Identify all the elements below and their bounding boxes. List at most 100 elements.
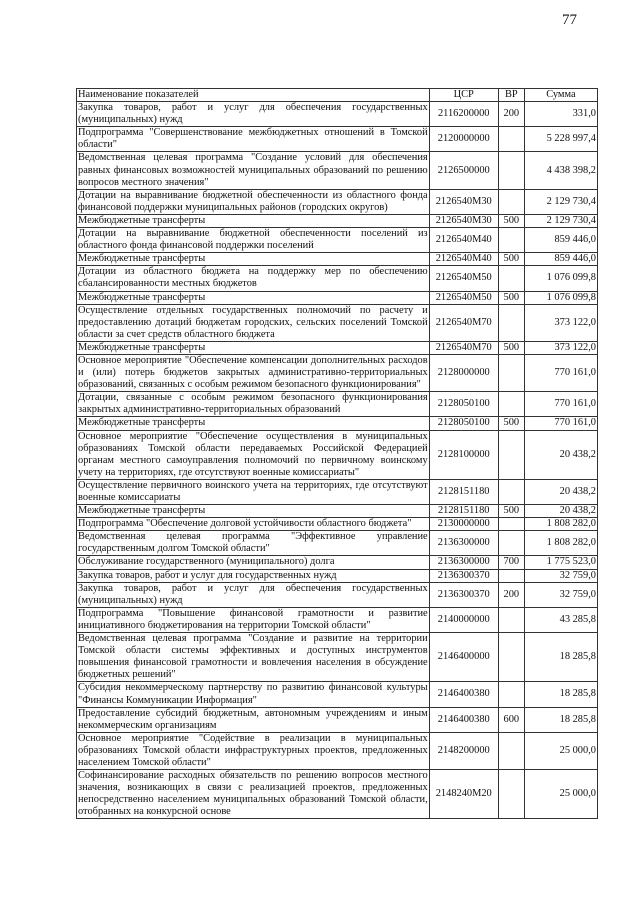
cell-vr <box>497 188 525 215</box>
table-row: Межбюджетные трансферты 2126540M30 500 2 12… <box>76 213 599 229</box>
cell-name: Подпрограмма "Повышение финансовой грамо… <box>76 606 430 634</box>
cell-vr: 500 <box>497 290 525 305</box>
cell-csr: 2126540M30 <box>428 213 499 229</box>
table-row: Субсидия некоммерческому партнерству по … <box>76 681 599 708</box>
cell-vr <box>497 265 525 292</box>
cell-sum: 1 076 099,8 <box>523 265 599 292</box>
table-row: Предоставление субсидий бюджетным, автон… <box>76 706 599 733</box>
cell-name: Обслуживание государственного (муниципал… <box>76 555 430 570</box>
cell-name: Ведомственная целевая программа "Создани… <box>76 151 430 190</box>
cell-sum: 2 129 730,4 <box>523 188 599 215</box>
cell-sum: 43 285,8 <box>523 606 599 634</box>
cell-name: Осуществление первичного воинского учета… <box>76 478 430 506</box>
cell-sum: 859 446,0 <box>523 227 599 254</box>
cell-csr: 2130000000 <box>428 517 499 532</box>
cell-name: Закупка товаров, работ и услуг для обесп… <box>76 101 430 128</box>
cell-sum: 1 808 282,0 <box>523 530 599 557</box>
cell-vr <box>497 429 525 480</box>
cell-csr: 2128050100 <box>428 416 499 431</box>
cell-vr <box>497 606 525 634</box>
table-row: Межбюджетные трансферты 2126540M40 500 859 … <box>76 252 599 267</box>
cell-sum: 373 122,0 <box>523 303 599 342</box>
cell-vr <box>497 731 525 771</box>
table-row: Дотации, связанные с особым режимом безо… <box>76 391 599 418</box>
cell-name: Межбюджетные трансферты <box>76 252 430 267</box>
table-row: Дотации из областного бюджета на поддерж… <box>76 265 599 292</box>
cell-sum: 770 161,0 <box>523 416 599 431</box>
cell-vr <box>497 478 525 506</box>
cell-csr: 2136300370 <box>428 581 499 608</box>
cell-csr: 2148200000 <box>428 731 499 771</box>
header-csr: ЦСР <box>428 87 499 103</box>
cell-vr: 500 <box>497 213 525 229</box>
cell-name: Дотации на выравнивание бюджетной обеспе… <box>76 227 430 254</box>
cell-vr: 200 <box>497 101 525 128</box>
cell-csr: 2136300000 <box>428 530 499 557</box>
cell-vr <box>497 517 525 532</box>
cell-vr: 700 <box>497 555 525 570</box>
cell-name: Межбюджетные трансферты <box>76 290 430 305</box>
header-sum: Сумма <box>523 87 599 103</box>
table-row: Осуществление отдельных государственных … <box>76 303 599 342</box>
cell-name: Предоставление субсидий бюджетным, автон… <box>76 706 430 733</box>
cell-csr: 2116200000 <box>428 101 499 128</box>
cell-vr <box>497 126 525 153</box>
cell-sum: 331,0 <box>523 101 599 128</box>
cell-name: Основное мероприятие "Обеспечение осущес… <box>76 429 430 480</box>
cell-sum: 1 076 099,8 <box>523 290 599 305</box>
cell-vr: 500 <box>497 252 525 267</box>
cell-sum: 770 161,0 <box>523 391 599 418</box>
cell-csr: 2146400380 <box>428 706 499 733</box>
table-row: Ведомственная целевая программа "Создани… <box>76 632 599 683</box>
cell-sum: 18 285,8 <box>523 706 599 733</box>
cell-vr <box>497 303 525 342</box>
cell-csr: 2146400380 <box>428 681 499 708</box>
cell-sum: 859 446,0 <box>523 252 599 267</box>
cell-name: Закупка товаров, работ и услуг для госуд… <box>76 568 430 583</box>
cell-vr <box>497 681 525 708</box>
table-row: Софинансирование расходных обязательств … <box>76 769 599 820</box>
cell-csr: 2126540M30 <box>428 188 499 215</box>
cell-sum: 20 438,2 <box>523 478 599 506</box>
cell-vr: 600 <box>497 706 525 733</box>
cell-sum: 18 285,8 <box>523 632 599 683</box>
table-row: Ведомственная целевая программа "Создани… <box>76 151 599 190</box>
cell-name: Ведомственная целевая программа "Эффекти… <box>76 530 430 557</box>
cell-csr: 2128151180 <box>428 504 499 519</box>
cell-vr <box>497 632 525 683</box>
cell-csr: 2120000000 <box>428 126 499 153</box>
cell-csr: 2128000000 <box>428 353 499 393</box>
table-row: Дотации на выравнивание бюджетной обеспе… <box>76 227 599 254</box>
header-name: Наименование показателей <box>76 87 430 103</box>
table-row: Закупка товаров, работ и услуг для обесп… <box>76 581 599 608</box>
cell-csr: 2126540M70 <box>428 303 499 342</box>
cell-sum: 32 759,0 <box>523 568 599 583</box>
cell-name: Дотации из областного бюджета на поддерж… <box>76 265 430 292</box>
cell-csr: 2128151180 <box>428 478 499 506</box>
cell-vr: 500 <box>497 340 525 355</box>
cell-name: Софинансирование расходных обязательств … <box>76 769 430 820</box>
cell-csr: 2136300370 <box>428 568 499 583</box>
table-row: Закупка товаров, работ и услуг для госуд… <box>76 568 599 583</box>
cell-name: Межбюджетные трансферты <box>76 340 430 355</box>
cell-csr: 2126540M50 <box>428 265 499 292</box>
cell-vr <box>497 227 525 254</box>
table-row: Межбюджетные трансферты 2128050100 500 770 … <box>76 416 599 431</box>
cell-name: Субсидия некоммерческому партнерству по … <box>76 681 430 708</box>
cell-csr: 2126500000 <box>428 151 499 190</box>
cell-vr <box>497 568 525 583</box>
cell-sum: 18 285,8 <box>523 681 599 708</box>
table-row: Межбюджетные трансферты 2126540M70 500 373 … <box>76 340 599 355</box>
table-row: Подпрограмма "Совершенствование межбюдже… <box>76 126 599 153</box>
cell-sum: 373 122,0 <box>523 340 599 355</box>
table-row: Основное мероприятие "Содействие в реали… <box>76 731 599 771</box>
cell-csr: 2126540M50 <box>428 290 499 305</box>
cell-csr: 2126540M40 <box>428 252 499 267</box>
cell-vr: 500 <box>497 416 525 431</box>
cell-name: Ведомственная целевая программа "Создани… <box>76 632 430 683</box>
cell-csr: 2148240M20 <box>428 769 499 820</box>
cell-vr <box>497 151 525 190</box>
cell-csr: 2128050100 <box>428 391 499 418</box>
cell-csr: 2140000000 <box>428 606 499 634</box>
cell-name: Дотации, связанные с особым режимом безо… <box>76 391 430 418</box>
